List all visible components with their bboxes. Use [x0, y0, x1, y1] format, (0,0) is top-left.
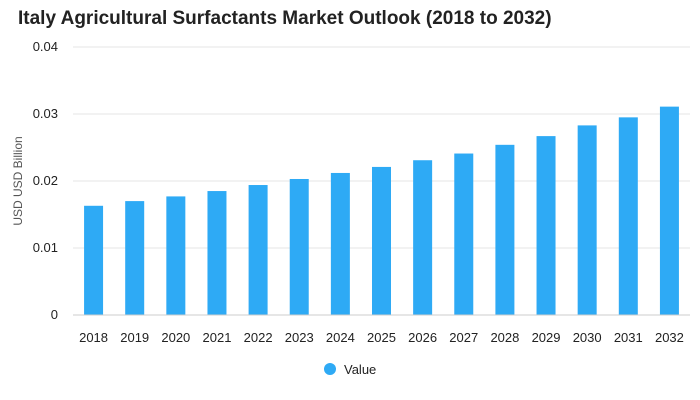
y-tick-label: 0.01 — [33, 240, 58, 255]
bar-2019[interactable] — [125, 201, 145, 315]
y-tick-label: 0.04 — [33, 39, 58, 54]
bar-2026[interactable] — [413, 160, 433, 315]
y-axis-ticks: 0 0.01 0.02 0.03 0.04 — [33, 39, 58, 322]
y-tick-label: 0 — [51, 307, 58, 322]
x-tick-label-2025: 2025 — [367, 330, 396, 345]
x-tick-label-2028: 2028 — [490, 330, 519, 345]
x-tick-label-2018: 2018 — [79, 330, 108, 345]
bar-2018[interactable] — [84, 205, 104, 315]
chart-title: Italy Agricultural Surfactants Market Ou… — [18, 8, 552, 29]
x-tick-label-2020: 2020 — [161, 330, 190, 345]
x-tick-label-2026: 2026 — [408, 330, 437, 345]
legend[interactable]: Value — [324, 362, 376, 377]
legend-label: Value — [344, 362, 376, 377]
bar-2028[interactable] — [495, 144, 515, 315]
x-tick-label-2019: 2019 — [120, 330, 149, 345]
x-tick-label-2030: 2030 — [573, 330, 602, 345]
x-tick-label-2027: 2027 — [449, 330, 478, 345]
bar-2031[interactable] — [618, 117, 638, 315]
bar-2030[interactable] — [577, 125, 597, 315]
bar-2023[interactable] — [289, 178, 309, 315]
x-tick-label-2032: 2032 — [655, 330, 684, 345]
x-axis-ticks: 2018 2019 2020 2021 2022 2023 2024 2025 2026 2027… — [79, 330, 684, 345]
bar-2021[interactable] — [207, 191, 227, 315]
y-tick-label: 0.02 — [33, 173, 58, 188]
bar-2032[interactable] — [659, 106, 679, 315]
bars — [84, 106, 679, 315]
bar-2027[interactable] — [454, 153, 474, 315]
x-tick-label-2021: 2021 — [203, 330, 232, 345]
bar-2020[interactable] — [166, 196, 186, 315]
y-tick-label: 0.03 — [33, 106, 58, 121]
x-tick-label-2023: 2023 — [285, 330, 314, 345]
bar-2025[interactable] — [372, 166, 391, 315]
x-tick-label-2022: 2022 — [244, 330, 273, 345]
legend-swatch — [324, 363, 336, 375]
bar-2029[interactable] — [536, 136, 556, 315]
bar-2024[interactable] — [330, 172, 350, 315]
y-axis-title: USD USD Billion — [11, 136, 25, 225]
bar-2022[interactable] — [248, 185, 268, 315]
x-tick-label-2029: 2029 — [532, 330, 561, 345]
x-tick-label-2024: 2024 — [326, 330, 355, 345]
x-tick-label-2031: 2031 — [614, 330, 643, 345]
